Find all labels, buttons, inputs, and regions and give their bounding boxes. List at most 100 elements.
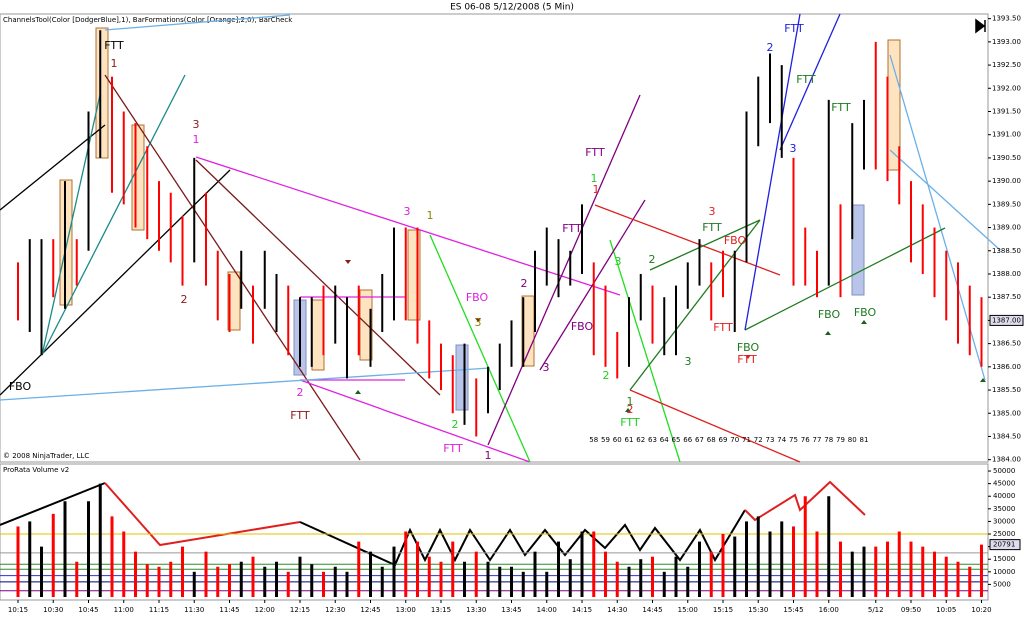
volume-swing-line [104, 482, 301, 547]
volume-bar [204, 551, 208, 597]
y-tick-label: 1389.50 [992, 200, 1021, 208]
x-tick-label: 12:15 [290, 606, 310, 614]
bar-annotation: 1 [591, 172, 598, 185]
x-tick-label: 13:30 [466, 606, 486, 614]
volume-bar [145, 564, 149, 597]
volume-bar [615, 561, 619, 597]
volume-panel [0, 463, 989, 601]
signal-marker [625, 408, 631, 412]
volume-bar [122, 531, 126, 597]
bar-annotation: FBO [724, 234, 747, 247]
signal-marker [825, 331, 831, 335]
volume-bar [533, 551, 537, 597]
volume-bar [980, 544, 983, 597]
bar-annotation: FTT [104, 39, 124, 52]
volume-bar [521, 571, 525, 597]
bar-annotation: FTT [831, 101, 851, 114]
trend-line [429, 234, 531, 463]
bar-annotation: 3 [404, 205, 411, 218]
volume-bar [944, 556, 948, 597]
x-tick-label: 13:15 [431, 606, 451, 614]
volume-bar [251, 556, 255, 597]
volume-swing-line [0, 482, 106, 526]
formation-box [359, 289, 373, 361]
formation-box [851, 204, 865, 296]
volume-bar [310, 564, 314, 597]
trend-line [0, 169, 231, 396]
bar-number: 59 [601, 436, 610, 444]
y-tick-label: 50000 [993, 467, 1015, 475]
bar-annotation: 1 [627, 395, 634, 408]
y-tick-label: 1384.00 [992, 456, 1021, 464]
signal-marker [355, 390, 361, 394]
bar-number: 77 [813, 436, 822, 444]
trend-line [0, 367, 491, 401]
formation-box [131, 124, 145, 231]
volume-bar [380, 566, 384, 597]
volume-bar [780, 521, 784, 597]
y-tick-label: 1387.50 [992, 293, 1021, 301]
x-tick-label: 12:00 [255, 606, 275, 614]
bar-number: 81 [860, 436, 869, 444]
bar-annotation: 3 [709, 205, 716, 218]
bar-number: 79 [836, 436, 845, 444]
bar-annotation: 2 [627, 403, 634, 416]
trend-line [629, 219, 761, 391]
y-tick-label: 25000 [993, 530, 1015, 538]
x-tick-label: 10:05 [936, 606, 956, 614]
volume-bar [474, 551, 478, 597]
volume-bar [674, 556, 678, 597]
y-tick-label: 1388.50 [992, 247, 1021, 255]
y-tick-label: 1388.00 [992, 270, 1021, 278]
bar-annotation: 2 [521, 277, 528, 290]
volume-bar [439, 561, 443, 597]
volume-bar [580, 531, 584, 597]
y-tick-label: 1393.50 [992, 15, 1021, 23]
x-tick-label: 14:45 [642, 606, 662, 614]
bar-number: 80 [848, 436, 857, 444]
volume-bar [134, 551, 137, 597]
bar-annotation: 3 [615, 255, 622, 268]
x-tick-label: 14:15 [572, 606, 592, 614]
x-tick-label: 12:30 [325, 606, 345, 614]
y-tick-label: 1392.50 [992, 61, 1021, 69]
volume-bar [98, 483, 102, 597]
bar-annotation: FBO [818, 308, 841, 321]
bar-annotation: 1 [593, 183, 600, 196]
x-tick-label: 10:30 [43, 606, 63, 614]
volume-bar [322, 571, 325, 597]
trend-line [195, 156, 621, 296]
bar-annotation: FBO [9, 380, 32, 393]
volume-bar [16, 526, 20, 597]
volume-bar [263, 566, 267, 597]
scroll-end-button[interactable] [975, 18, 986, 34]
bar-annotation: FBO [854, 306, 877, 319]
volume-bar [369, 551, 372, 597]
x-tick-label: 5/12 [868, 606, 884, 614]
bar-number: 65 [672, 436, 681, 444]
volume-bar [733, 536, 737, 597]
bar-annotation: 3 [685, 355, 692, 368]
bar-annotation: 1 [427, 209, 434, 222]
x-tick-label: 14:30 [607, 606, 627, 614]
x-tick-label: 09:50 [901, 606, 921, 614]
y-tick-label: 1391.50 [992, 107, 1021, 115]
volume-bar [557, 541, 560, 597]
volume-bar [850, 551, 854, 597]
x-tick-label: 11:15 [149, 606, 169, 614]
volume-bar [604, 551, 607, 597]
y-tick-label: 1384.50 [992, 432, 1021, 440]
bar-annotation: FTT [585, 146, 605, 159]
bar-annotation: FTT [702, 221, 722, 234]
volume-bar [886, 541, 889, 597]
y-tick-label: 1385.00 [992, 409, 1021, 417]
volume-bar [63, 501, 67, 597]
x-tick-label: 14:00 [537, 606, 557, 614]
bar-annotation: 2 [603, 369, 610, 382]
y-tick-label: 15000 [993, 555, 1015, 563]
bar-annotation: FTT [620, 416, 640, 429]
bar-annotation: 3 [193, 118, 200, 131]
volume-bar [815, 531, 819, 597]
volume-bar [357, 541, 361, 597]
formation-box [311, 299, 325, 371]
